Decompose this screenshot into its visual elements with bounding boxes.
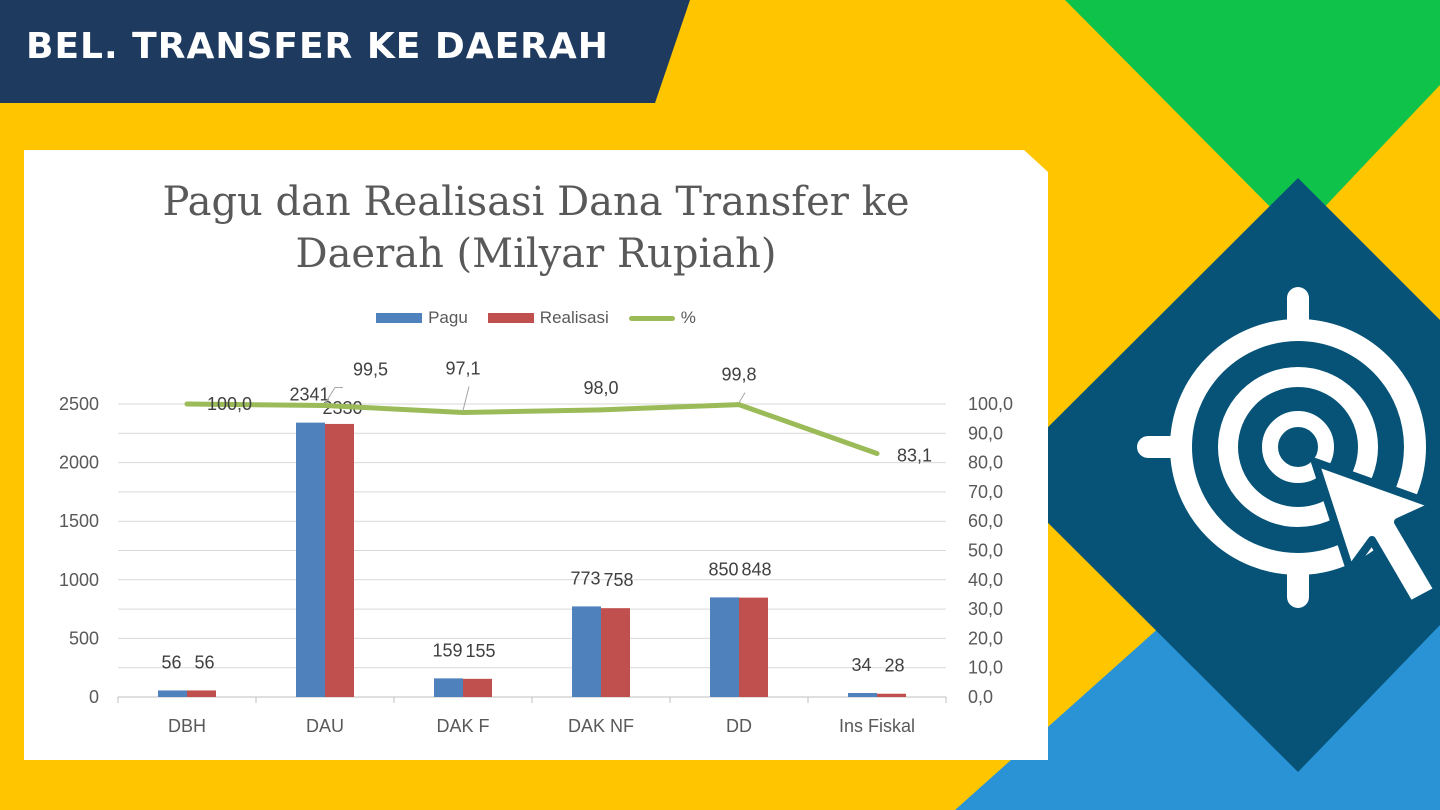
page-title: BEL. TRANSFER KE DAERAH <box>26 26 609 67</box>
bar-pagu <box>848 693 877 697</box>
bar-pagu <box>572 606 601 697</box>
y-right-tick-label: 90,0 <box>968 423 1003 443</box>
bar-realisasi <box>739 597 768 697</box>
y-left-tick-label: 2000 <box>59 453 99 473</box>
data-label-realisasi: 56 <box>194 652 214 672</box>
data-label-leader-line <box>324 386 343 404</box>
bar-realisasi <box>463 678 492 697</box>
x-tick-label: DAK F <box>436 716 489 736</box>
legend-label-percent: % <box>680 308 696 327</box>
legend-item-percent: % <box>628 308 696 328</box>
data-label-pagu: 2341 <box>289 385 329 405</box>
header-band: BEL. TRANSFER KE DAERAH <box>0 0 690 103</box>
bar-pagu <box>710 597 739 697</box>
chart-title: Pagu dan Realisasi Dana Transfer ke Daer… <box>24 176 1048 280</box>
chart-title-line-2: Daerah (Milyar Rupiah) <box>295 231 777 277</box>
chart-plot: 0 500 1000 1500 2000 2500 0,0 10,0 20,0 30,0 40,0 5… <box>59 358 1013 736</box>
data-label-pagu: 34 <box>851 655 871 675</box>
y-right-tick-label: 0,0 <box>968 687 993 707</box>
legend-item-pagu: Pagu <box>376 308 468 328</box>
y-right-tick-label: 30,0 <box>968 599 1003 619</box>
data-label-leader-line <box>462 386 470 411</box>
data-label-percent: 97,1 <box>445 358 480 378</box>
bar-pagu <box>296 422 325 697</box>
y-left-tick-label: 0 <box>89 687 99 707</box>
legend-swatch-realisasi <box>487 313 534 323</box>
green-triangle-shape <box>1065 0 1440 235</box>
x-tick-label: DBH <box>168 716 206 736</box>
y-right-tick-label: 20,0 <box>968 628 1003 648</box>
navy-diamond-shape <box>1000 178 1440 772</box>
data-label-pagu: 159 <box>432 640 462 660</box>
data-label-realisasi: 155 <box>465 641 495 661</box>
legend-label-pagu: Pagu <box>428 308 468 327</box>
data-label-percent: 100,0 <box>207 394 252 414</box>
y-right-tick-label: 70,0 <box>968 482 1003 502</box>
data-label-leader-line <box>738 392 746 403</box>
y-left-tick-label: 2500 <box>59 394 99 414</box>
chart-title-line-1: Pagu dan Realisasi Dana Transfer ke <box>162 179 910 225</box>
x-tick-label: Ins Fiskal <box>839 716 915 736</box>
y-right-tick-label: 80,0 <box>968 453 1003 473</box>
target-cursor-icon <box>1137 287 1440 609</box>
data-label-pagu: 850 <box>708 559 738 579</box>
x-tick-label: DAU <box>306 716 344 736</box>
data-label-pagu: 56 <box>161 652 181 672</box>
legend-swatch-percent <box>628 315 675 321</box>
y-right-tick-label: 60,0 <box>968 511 1003 531</box>
y-left-tick-label: 1500 <box>59 511 99 531</box>
legend-swatch-pagu <box>376 313 423 323</box>
y-right-tick-label: 50,0 <box>968 541 1003 561</box>
bar-pagu <box>434 678 463 697</box>
bar-realisasi <box>187 690 216 697</box>
bar-realisasi <box>877 693 906 697</box>
chart-card: Pagu dan Realisasi Dana Transfer ke Daer… <box>24 150 1048 760</box>
x-tick-label: DD <box>726 716 752 736</box>
data-label-realisasi: 758 <box>603 570 633 590</box>
data-label-percent: 99,8 <box>721 365 756 385</box>
x-tick-label: DAK NF <box>568 716 634 736</box>
chart-legend: Pagu Realisasi % <box>24 308 1048 328</box>
data-label-percent: 98,0 <box>583 378 618 398</box>
bar-realisasi <box>325 423 354 697</box>
y-left-tick-label: 1000 <box>59 570 99 590</box>
data-label-percent: 83,1 <box>897 446 932 466</box>
legend-label-realisasi: Realisasi <box>539 308 609 327</box>
y-right-tick-label: 100,0 <box>968 394 1013 414</box>
y-right-tick-label: 10,0 <box>968 658 1003 678</box>
data-label-realisasi: 28 <box>884 656 904 676</box>
y-left-tick-label: 500 <box>69 628 99 648</box>
bar-pagu <box>158 690 187 697</box>
percent-line <box>184 401 880 457</box>
legend-item-realisasi: Realisasi <box>487 308 609 328</box>
data-label-realisasi: 848 <box>741 560 771 580</box>
data-label-pagu: 773 <box>570 568 600 588</box>
y-right-tick-label: 40,0 <box>968 570 1003 590</box>
bar-realisasi <box>601 608 630 697</box>
data-label-percent: 99,5 <box>353 359 388 379</box>
